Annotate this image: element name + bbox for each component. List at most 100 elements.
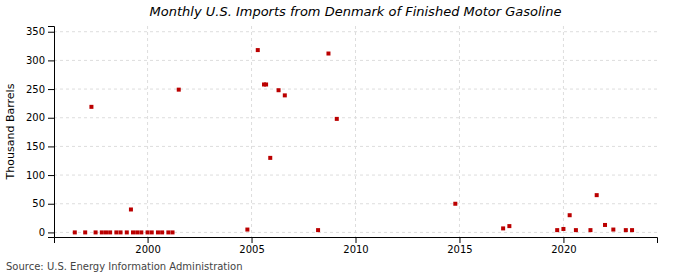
x-tick-mark xyxy=(356,237,357,243)
y-tick-label: 350 xyxy=(26,26,45,37)
point xyxy=(139,230,143,234)
grid xyxy=(54,26,657,237)
x-tick-label: 2000 xyxy=(135,244,160,255)
point xyxy=(256,48,260,52)
point xyxy=(83,230,87,234)
x-tick-mark xyxy=(459,237,460,243)
x-axis: 2000 2005 2010 2015 2020 xyxy=(55,237,658,255)
x-tick: 2005 xyxy=(239,237,264,255)
x-tick: 2015 xyxy=(447,237,472,255)
y-tick: 0 xyxy=(39,227,54,238)
x-tick-label: 2015 xyxy=(447,244,472,255)
x-tick: 2020 xyxy=(551,237,576,255)
point xyxy=(108,230,112,234)
point xyxy=(568,213,572,217)
point xyxy=(603,223,607,227)
grid-line xyxy=(459,26,460,237)
point xyxy=(268,156,272,160)
point xyxy=(453,202,457,206)
point xyxy=(171,230,175,234)
point xyxy=(166,230,170,234)
y-tick-label: 250 xyxy=(26,84,45,95)
plot-area xyxy=(73,48,634,234)
point xyxy=(73,230,77,234)
y-axis-line xyxy=(48,27,55,238)
point xyxy=(104,230,108,234)
y-tick-label: 200 xyxy=(26,112,45,123)
grid-line xyxy=(54,60,657,61)
point xyxy=(611,228,615,232)
y-tick: 350 xyxy=(26,26,54,37)
x-tick-label: 2020 xyxy=(551,244,576,255)
point xyxy=(264,82,268,86)
point xyxy=(177,88,181,92)
y-axis-title: Thousand Barrels xyxy=(4,83,17,180)
y-tick: 200 xyxy=(26,112,54,123)
y-tick: 250 xyxy=(26,84,54,95)
x-tick-mark xyxy=(252,237,253,243)
y-axis: 0 50 100 150 200 250 300 350 xyxy=(26,26,55,238)
point xyxy=(316,228,320,232)
point xyxy=(326,52,330,56)
y-tick-mark xyxy=(48,60,54,61)
point xyxy=(135,230,139,234)
point xyxy=(114,230,118,234)
point xyxy=(507,224,511,228)
y-tick: 150 xyxy=(26,141,54,152)
grid-line xyxy=(563,26,564,237)
point xyxy=(150,230,154,234)
point xyxy=(624,228,628,232)
y-tick-label: 0 xyxy=(39,227,45,238)
chart-container: 2000 2005 2010 2015 2020 0 50 100 150 200 250 300 35… xyxy=(0,0,675,275)
x-tick-mark xyxy=(148,237,149,243)
y-tick-mark xyxy=(48,89,54,90)
grid-line xyxy=(355,26,356,237)
x-tick: 2010 xyxy=(343,237,368,255)
point xyxy=(630,228,634,232)
point xyxy=(574,228,578,232)
point xyxy=(89,105,93,109)
point xyxy=(146,230,150,234)
chart: 2000 2005 2010 2015 2020 0 50 100 150 200 250 300 35… xyxy=(0,0,675,275)
point xyxy=(156,230,160,234)
point xyxy=(125,230,129,234)
y-tick-label: 150 xyxy=(26,141,45,152)
point xyxy=(595,193,599,197)
point xyxy=(100,230,104,234)
y-tick-label: 50 xyxy=(32,198,45,209)
y-tick-mark xyxy=(48,146,54,147)
grid-line xyxy=(54,175,657,176)
point xyxy=(245,228,249,232)
x-tick-label: 2010 xyxy=(343,244,368,255)
point xyxy=(335,117,339,121)
y-tick: 50 xyxy=(32,198,54,209)
grid-line xyxy=(147,26,148,237)
point xyxy=(555,228,559,232)
point xyxy=(588,228,592,232)
source: Source: U.S. Energy Information Administ… xyxy=(6,261,243,272)
y-tick: 100 xyxy=(26,170,54,181)
grid-line xyxy=(54,203,657,204)
grid-line xyxy=(251,26,252,237)
y-tick-mark xyxy=(48,175,54,176)
point xyxy=(94,230,98,234)
x-tick-label: 2005 xyxy=(239,244,264,255)
point xyxy=(561,227,565,231)
title: Monthly U.S. Imports from Denmark of Fin… xyxy=(150,4,562,19)
y-tick-mark xyxy=(48,32,54,33)
x-tick-mark xyxy=(563,237,564,243)
point xyxy=(119,230,123,234)
y-tick-mark xyxy=(48,232,54,233)
point xyxy=(160,230,164,234)
x-axis-line xyxy=(55,238,658,244)
y-tick-mark xyxy=(48,204,54,205)
x-tick: 2000 xyxy=(135,237,160,255)
y-tick: 300 xyxy=(26,55,54,66)
y-tick-mark xyxy=(48,118,54,119)
point xyxy=(283,93,287,97)
y-tick-label: 100 xyxy=(26,170,45,181)
point xyxy=(129,207,133,211)
point xyxy=(501,226,505,230)
point xyxy=(277,88,281,92)
y-tick-label: 300 xyxy=(26,55,45,66)
